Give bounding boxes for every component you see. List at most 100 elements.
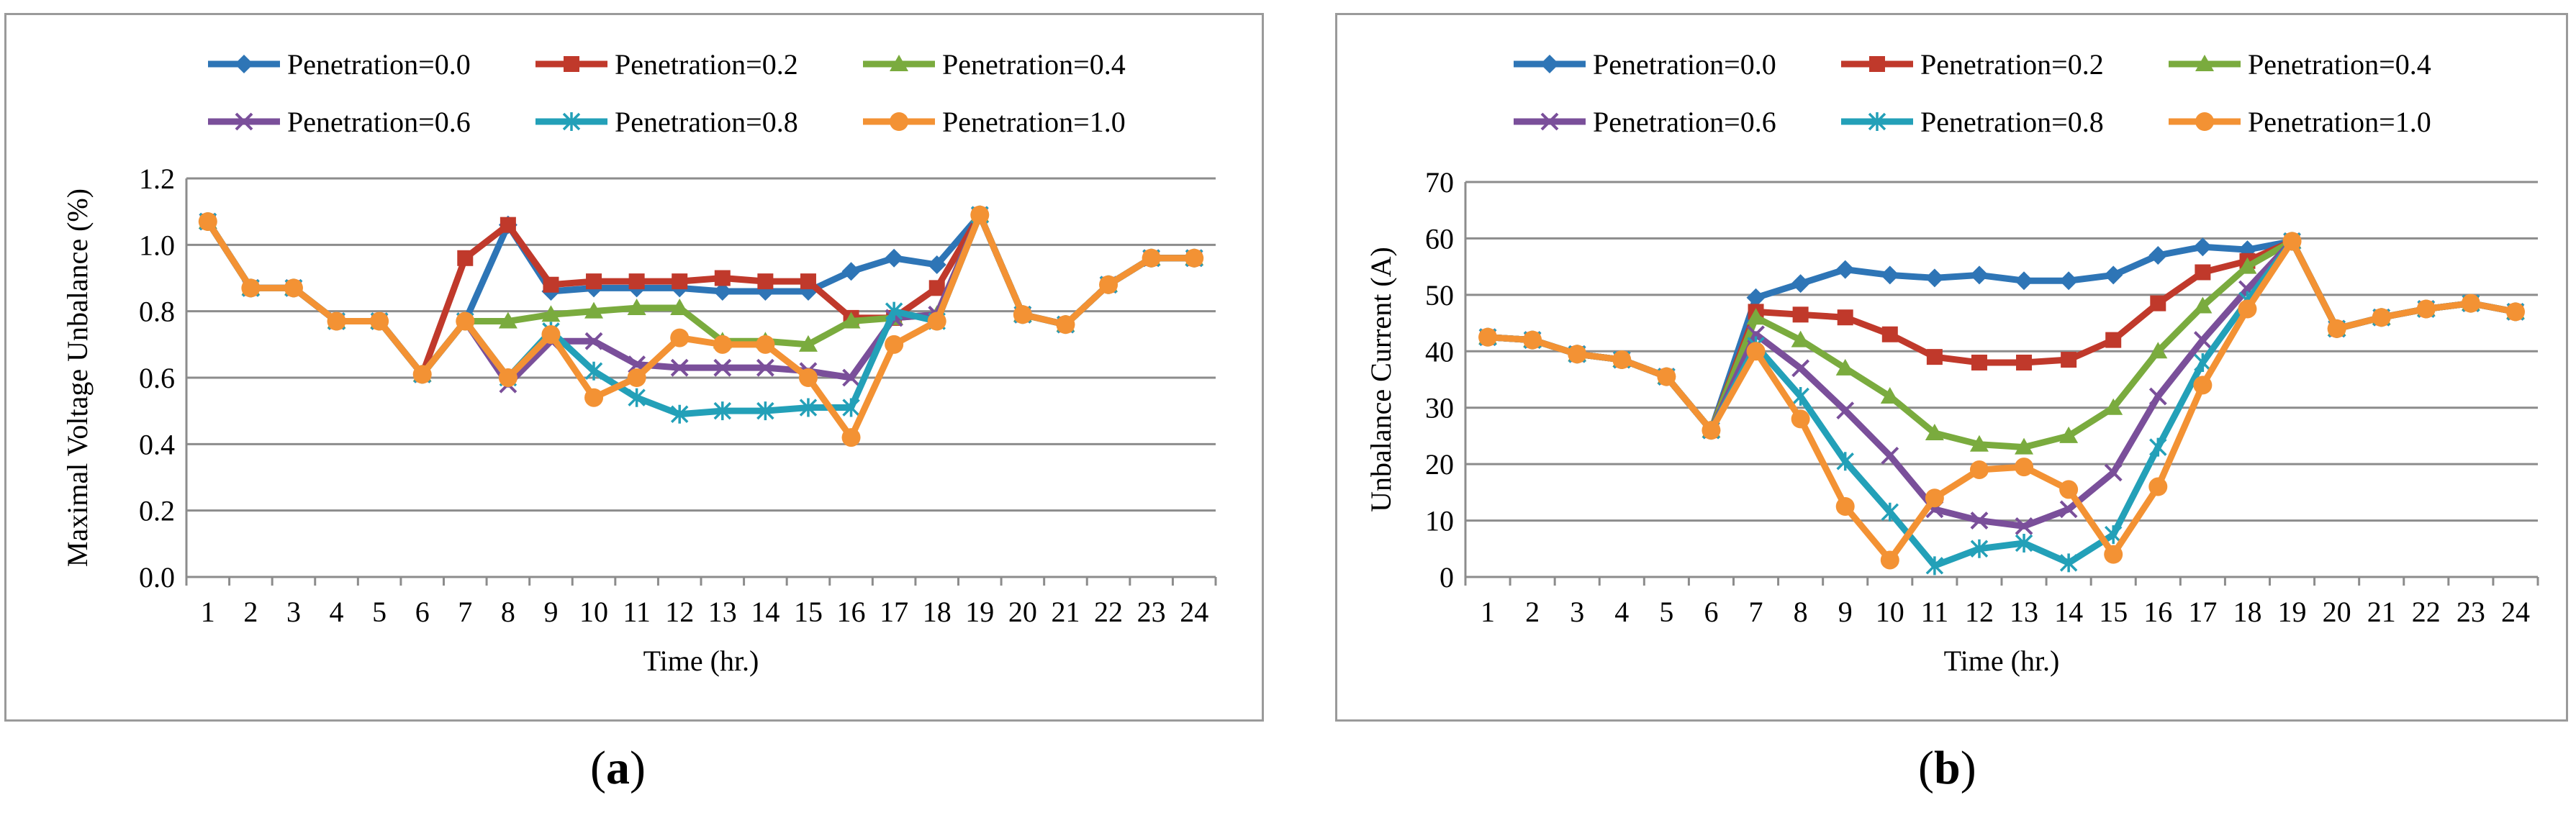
series-line	[1487, 237, 2516, 451]
data-point	[2059, 500, 2078, 519]
x-tick-label: 6	[415, 596, 430, 628]
legend-item: Penetration=0.6	[1514, 106, 1776, 138]
data-point	[841, 262, 861, 281]
data-point	[584, 332, 603, 350]
y-tick-label: 60	[1425, 222, 1454, 255]
data-point	[713, 401, 732, 421]
data-point	[584, 301, 604, 319]
data-point	[1791, 409, 1810, 429]
data-point	[628, 273, 645, 290]
x-tick-label: 18	[923, 596, 952, 628]
data-point	[1657, 367, 1676, 386]
data-point	[2059, 426, 2079, 443]
data-point	[2282, 232, 2302, 251]
data-point	[756, 335, 775, 354]
data-point	[498, 368, 518, 387]
legend-item: Penetration=0.6	[208, 106, 471, 138]
data-point	[2015, 437, 2034, 455]
legend-label: Penetration=0.0	[287, 48, 471, 81]
data-point	[2059, 480, 2079, 499]
data-point	[927, 255, 946, 275]
legend-marker	[235, 112, 253, 131]
legend-item: Penetration=0.4	[2169, 48, 2431, 81]
data-point	[627, 299, 646, 316]
data-point	[885, 335, 904, 354]
data-point	[543, 276, 559, 293]
legend-marker	[890, 55, 908, 71]
y-tick-label: 0	[1440, 561, 1454, 594]
data-point	[2104, 525, 2123, 545]
data-point	[1880, 387, 1899, 404]
x-tick-label: 21	[1051, 596, 1080, 628]
data-point	[1612, 350, 1632, 370]
data-point	[842, 398, 860, 417]
data-point	[1791, 274, 1810, 294]
x-tick-label: 23	[2457, 596, 2485, 628]
data-point	[1971, 354, 1987, 370]
x-tick-label: 18	[2233, 596, 2261, 628]
data-point	[2148, 477, 2168, 496]
data-point	[885, 248, 904, 268]
legend-label: Penetration=0.2	[615, 48, 798, 81]
data-point	[2148, 245, 2168, 265]
data-point	[1970, 511, 1989, 529]
y-tick-label: 1.2	[139, 163, 175, 195]
x-tick-label: 3	[286, 596, 301, 628]
series-penetration-1-0	[1478, 232, 2525, 570]
data-point	[1835, 260, 1855, 279]
data-point	[2104, 463, 2123, 482]
chart-panel-b: 0 10 20 30 40 50 60 70 1 2 3 4 5 6 7 8 9 10 11 12 13 14 15 16 17…	[1335, 13, 2568, 722]
data-point	[2193, 376, 2213, 395]
data-point	[2327, 319, 2346, 338]
data-point	[586, 273, 602, 290]
x-tick-label: 12	[665, 596, 694, 628]
data-point	[713, 358, 732, 377]
data-point	[2238, 299, 2257, 319]
legend-marker	[890, 112, 908, 131]
x-tick-label: 6	[1704, 596, 1718, 628]
data-point	[370, 312, 389, 331]
legend-label: Penetration=0.8	[1920, 106, 2104, 138]
legend-item: Penetration=0.2	[535, 48, 798, 81]
legend-item: Penetration=0.0	[208, 48, 471, 81]
data-point	[757, 273, 774, 290]
data-point	[2461, 294, 2480, 313]
data-point	[1837, 309, 1853, 326]
y-tick-label: 1.0	[139, 229, 175, 261]
data-point	[627, 368, 646, 387]
data-point	[1925, 268, 1944, 288]
data-point	[928, 280, 945, 296]
subfigure-label-a: (a)	[590, 742, 646, 794]
data-point	[1746, 288, 1766, 307]
data-point	[1925, 424, 1944, 441]
x-tick-label: 5	[372, 596, 387, 628]
data-point	[798, 368, 818, 387]
x-tick-label: 8	[501, 596, 515, 628]
y-tick-label: 70	[1425, 166, 1454, 199]
legend-label: Penetration=1.0	[942, 106, 1126, 138]
x-tick-label: 11	[1921, 596, 1949, 628]
x-tick-label: 17	[880, 596, 908, 628]
data-point	[1791, 359, 1810, 378]
data-point	[1836, 452, 1854, 471]
y-tick-label: 40	[1425, 335, 1454, 368]
data-point	[1969, 460, 1989, 479]
series-line	[205, 212, 1195, 378]
data-point	[2059, 553, 2078, 573]
data-point	[1926, 349, 1943, 365]
x-tick-label: 1	[201, 596, 215, 628]
x-tick-label: 1	[1481, 596, 1495, 628]
legend-marker	[235, 55, 253, 73]
data-point	[1568, 345, 1587, 364]
legend-marker	[1540, 112, 1559, 131]
data-point	[670, 358, 689, 377]
series-line	[1487, 237, 2516, 529]
data-point	[756, 401, 774, 421]
data-point	[970, 205, 990, 224]
data-point	[1791, 330, 1810, 347]
x-tick-label: 7	[1749, 596, 1763, 628]
series-penetration-1-0	[198, 205, 1204, 447]
x-tick-label: 23	[1137, 596, 1166, 628]
data-point	[498, 312, 518, 329]
